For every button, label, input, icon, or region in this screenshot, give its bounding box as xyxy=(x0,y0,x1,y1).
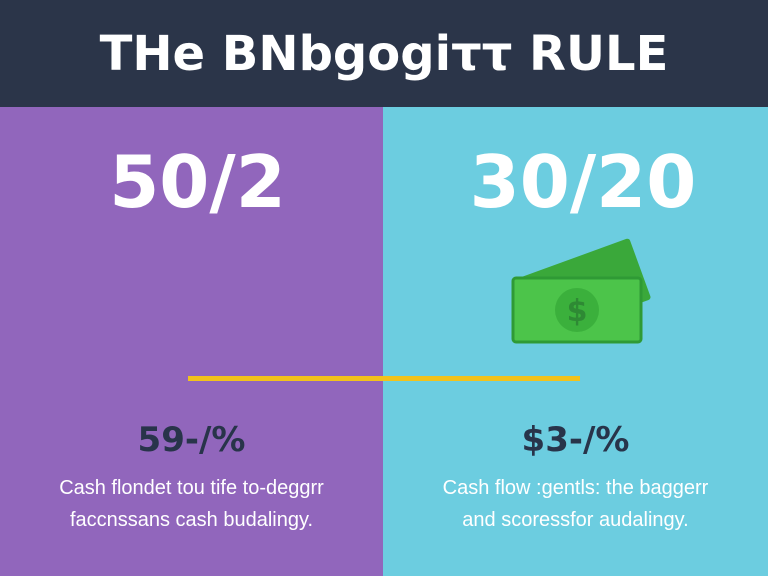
left-desc-line1: Cash flondet tou tife to-deggrr xyxy=(59,477,324,499)
money-bill-icon: $ xyxy=(511,238,651,344)
left-panel xyxy=(0,107,383,576)
right-ratio: 30/20 xyxy=(469,140,697,224)
right-description: Cash flow :gentls: the baggerr and score… xyxy=(383,472,768,536)
divider-line xyxy=(188,376,580,381)
dollar-sign-icon: $ xyxy=(567,294,588,329)
coin-circle xyxy=(555,288,599,332)
left-ratio: 50/2 xyxy=(109,140,286,224)
right-desc-line2: and scoressfor audalingy. xyxy=(462,509,689,531)
page-title: THe BNbgogiττ RULE xyxy=(99,25,669,82)
header: THe BNbgogiττ RULE xyxy=(0,0,768,107)
right-desc-line1: Cash flow :gentls: the baggerr xyxy=(442,477,709,499)
left-desc-line2: faccnssans cash budalingy. xyxy=(69,509,314,531)
right-percent: $3-/% xyxy=(521,420,630,460)
left-percent: 59-/% xyxy=(137,420,246,460)
left-description: Cash flondet tou tife to-deggrr faccnssa… xyxy=(0,472,383,536)
